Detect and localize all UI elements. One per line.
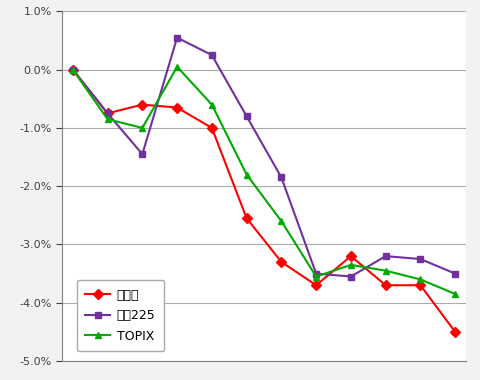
日経225 [140,152,145,157]
持ち株 [278,260,284,264]
日経225 [70,67,76,72]
Line: TOPIX: TOPIX [69,63,459,298]
日経225 [209,53,215,57]
TOPIX [140,126,145,130]
持ち株 [452,329,458,334]
日経225 [452,271,458,276]
持ち株 [348,254,354,258]
持ち株 [140,102,145,107]
持ち株 [418,283,423,288]
日経225 [418,257,423,261]
TOPIX [105,117,110,122]
Line: 持ち株: 持ち株 [69,66,459,335]
Legend: 持ち株, 日経225, TOPIX: 持ち株, 日経225, TOPIX [77,280,164,351]
日経225 [278,175,284,180]
日経225 [348,274,354,279]
持ち株 [244,216,250,220]
TOPIX [418,277,423,282]
持ち株 [209,126,215,130]
日経225 [383,254,388,258]
TOPIX [452,292,458,296]
TOPIX [348,263,354,267]
TOPIX [383,268,388,273]
TOPIX [244,172,250,177]
TOPIX [70,67,76,72]
Line: 日経225: 日経225 [69,34,459,280]
日経225 [105,111,110,116]
TOPIX [174,65,180,69]
日経225 [313,271,319,276]
持ち株 [174,105,180,110]
TOPIX [313,274,319,279]
持ち株 [105,111,110,116]
持ち株 [383,283,388,288]
TOPIX [209,102,215,107]
持ち株 [313,283,319,288]
TOPIX [278,219,284,223]
持ち株 [70,67,76,72]
日経225 [244,114,250,119]
日経225 [174,35,180,40]
